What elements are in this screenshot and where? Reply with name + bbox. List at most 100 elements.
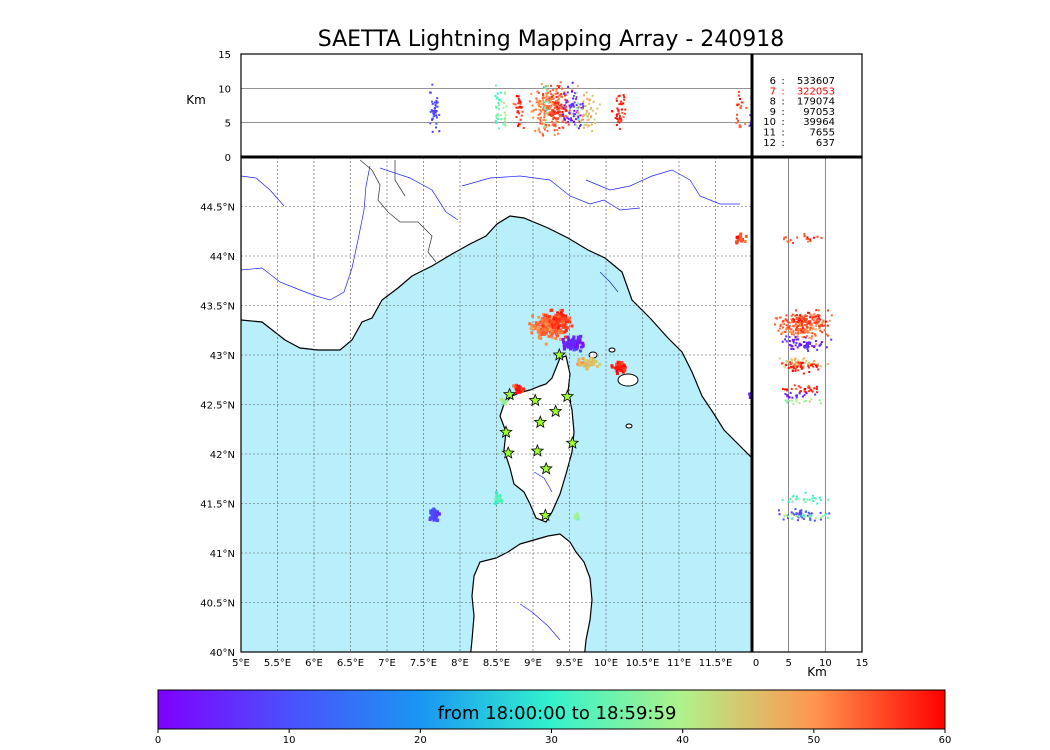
lightning-point-latitude bbox=[813, 321, 816, 324]
lightning-point-altitude bbox=[546, 95, 549, 98]
lightning-point-latitude bbox=[808, 387, 811, 390]
lightning-point-altitude bbox=[576, 102, 579, 105]
lightning-point bbox=[576, 362, 580, 366]
lightning-point bbox=[591, 362, 595, 366]
lightning-point-latitude bbox=[799, 509, 802, 512]
lightning-point-latitude bbox=[817, 315, 820, 318]
lightning-point-latitude bbox=[805, 399, 808, 402]
lightning-point-latitude bbox=[778, 357, 781, 360]
lightning-point-altitude bbox=[572, 104, 575, 107]
lightning-cluster-altitude bbox=[735, 90, 748, 129]
map-x-tick-label: 10.5°E bbox=[626, 658, 660, 669]
lightning-point-altitude bbox=[548, 113, 551, 116]
sardinia-land bbox=[470, 533, 593, 652]
lightning-point bbox=[512, 384, 516, 388]
lightning-point-latitude bbox=[806, 330, 809, 333]
lightning-point-latitude bbox=[813, 496, 816, 499]
lightning-point bbox=[565, 344, 569, 348]
lightning-point-latitude bbox=[812, 494, 815, 497]
stats-separator: : bbox=[781, 138, 784, 149]
lightning-point bbox=[533, 327, 537, 331]
border-lines bbox=[359, 159, 437, 263]
lightning-point bbox=[573, 341, 577, 345]
lightning-point-latitude bbox=[816, 363, 819, 366]
station-star-icon bbox=[533, 415, 548, 429]
lightning-point bbox=[547, 324, 551, 328]
lightning-point bbox=[558, 331, 562, 335]
lightning-point-altitude bbox=[556, 84, 559, 87]
lightning-point-altitude bbox=[496, 113, 499, 116]
lightning-point-altitude bbox=[563, 91, 566, 94]
map-x-tick-label: 11.5°E bbox=[699, 658, 733, 669]
lightning-point-latitude bbox=[790, 319, 793, 322]
lightning-point-altitude bbox=[530, 92, 533, 95]
stats-separator: : bbox=[781, 117, 784, 128]
lightning-point bbox=[580, 345, 584, 349]
lightning-point bbox=[617, 366, 621, 370]
lightning-point-latitude bbox=[819, 511, 822, 514]
lightning-point-latitude bbox=[799, 322, 802, 325]
lightning-point-altitude bbox=[574, 115, 577, 118]
lightning-point-altitude bbox=[748, 124, 751, 127]
lightning-point-altitude bbox=[565, 101, 568, 104]
lightning-point bbox=[545, 320, 549, 324]
lightning-point-altitude bbox=[542, 99, 545, 102]
lightning-point-latitude bbox=[810, 337, 813, 340]
lightning-point-altitude bbox=[543, 106, 546, 109]
lightning-point-altitude bbox=[542, 118, 545, 121]
lightning-point-altitude bbox=[433, 107, 436, 110]
lightning-point-altitude bbox=[572, 112, 575, 115]
stats-altitude: 12 bbox=[763, 138, 776, 149]
lightning-point-latitude bbox=[809, 388, 812, 391]
lightning-point-altitude bbox=[556, 107, 559, 110]
lightning-point-latitude bbox=[807, 386, 810, 389]
lightning-point-altitude bbox=[504, 91, 507, 94]
lightning-point-latitude bbox=[805, 392, 808, 395]
lightning-point-latitude bbox=[806, 346, 809, 349]
colorbar-ticks: 0 10 20 30 40 50 60 bbox=[155, 729, 951, 746]
corsica-land bbox=[499, 355, 575, 523]
lightning-point-latitude bbox=[799, 314, 802, 317]
lightning-point-latitude bbox=[802, 365, 805, 368]
lightning-scatter-map bbox=[428, 232, 752, 523]
lightning-point-latitude bbox=[784, 399, 787, 402]
lightning-point-latitude bbox=[813, 387, 816, 390]
lightning-point bbox=[583, 364, 587, 368]
lightning-point-altitude bbox=[594, 112, 597, 115]
lightning-point-altitude bbox=[585, 111, 588, 114]
lightning-point-latitude bbox=[808, 400, 811, 403]
lightning-point-altitude bbox=[516, 111, 519, 114]
lightning-point bbox=[589, 357, 593, 361]
lightning-point-altitude bbox=[542, 94, 545, 97]
lightning-point-latitude bbox=[803, 516, 806, 519]
lightning-point-latitude bbox=[809, 240, 812, 243]
lightning-point-altitude bbox=[576, 125, 579, 128]
lightning-point-latitude bbox=[809, 513, 812, 516]
lightning-point bbox=[748, 392, 752, 396]
lightning-point-altitude bbox=[517, 123, 520, 126]
lightning-point-latitude bbox=[821, 515, 824, 518]
lightning-point-latitude bbox=[809, 238, 812, 241]
lightning-point-altitude bbox=[575, 114, 578, 117]
stats-frame bbox=[751, 53, 863, 158]
lightning-point-latitude bbox=[828, 512, 831, 515]
lightning-point-altitude bbox=[559, 81, 562, 84]
lightning-point-altitude bbox=[576, 118, 579, 121]
lightning-point-altitude bbox=[738, 124, 741, 127]
lightning-point-latitude bbox=[809, 362, 812, 365]
lightning-point-latitude bbox=[787, 515, 790, 518]
lightning-point-altitude bbox=[553, 112, 556, 115]
lightning-point bbox=[538, 329, 542, 333]
lightning-point-latitude bbox=[812, 236, 815, 239]
lightning-point-latitude bbox=[825, 333, 828, 336]
lightning-point bbox=[561, 321, 565, 325]
lightning-point-altitude bbox=[550, 95, 553, 98]
lightning-point-altitude bbox=[615, 113, 618, 116]
lightning-point bbox=[433, 514, 437, 518]
lightning-point-altitude bbox=[498, 107, 501, 110]
lightning-point-altitude bbox=[551, 123, 554, 126]
lightning-point bbox=[563, 317, 567, 321]
lightning-point-latitude bbox=[805, 321, 808, 324]
lightning-point-latitude bbox=[786, 516, 789, 519]
lightning-cluster-altitude bbox=[494, 84, 503, 130]
